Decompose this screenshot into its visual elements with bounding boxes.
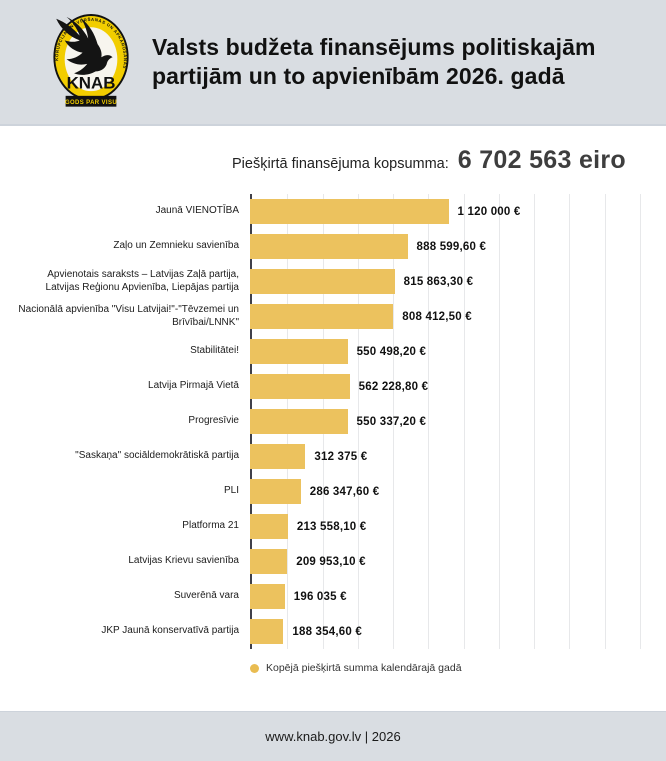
row-plot: 888 599,60 € [250,229,640,264]
gridline [393,194,395,649]
chart-row: Stabilitātei! 550 498,20 € [18,334,640,369]
bar-chart: Jaunā VIENOTĪBA 1 120 000 € Zaļo un Zemnie… [18,194,641,649]
logo-motto: GODS PAR VISU [65,100,117,106]
knab-logo: KORUPCIJAS NOVĒRŠANAS UN APKAROŠANAS BIR… [44,12,129,107]
chart-row: Latvija Pirmajā Vietā 562 228,80 € [18,369,640,404]
gridline [604,194,606,649]
category-label: Platforma 21 [182,520,239,532]
gridline [569,194,571,649]
value-label: 888 599,60 € [416,240,487,253]
summary-label: Piešķirtā finansējuma kopsumma: [231,156,449,172]
category-label: Nacionālā apvienība "Visu Latvijai!"-"Tē… [18,304,239,328]
row-plot: 188 354,60 € [250,614,640,649]
value-label: 213 558,10 € [296,520,367,533]
row-plot: 562 228,80 € [250,369,640,404]
category-label: Progresīvie [188,415,239,427]
logo-banner [65,95,117,107]
logo-org-text: KNAB [67,73,116,92]
row-plot: 1 120 000 € [250,194,640,229]
category-label: JKP Jaunā konservatīvā partija [101,625,239,637]
chart-row: Apvienotais saraksts – Latvijas Zaļā par… [18,264,640,299]
chart-rows: Jaunā VIENOTĪBA 1 120 000 € Zaļo un Zemnie… [18,194,640,649]
value-label: 312 375 € [314,450,368,463]
chart-row: Latvijas Krievu savienība 209 953,10 € [18,544,640,579]
bar [250,199,449,224]
chart-row: Platforma 21 213 558,10 € [18,509,640,544]
row-plot: 209 953,10 € [250,544,640,579]
category-label: Jaunā VIENOTĪBA [155,205,239,217]
gridline [428,194,430,649]
bar [250,514,288,539]
bar [250,339,348,364]
value-label: 550 498,20 € [356,345,427,358]
row-plot: 213 558,10 € [250,509,640,544]
bar [250,234,408,259]
legend-label: Kopējā piešķirtā summa kalendārajā gadā [266,662,462,674]
header: KORUPCIJAS NOVĒRŠANAS UN APKAROŠANAS BIR… [0,0,666,126]
category-label: Latvija Pirmajā Vietā [148,380,239,392]
value-label: 1 120 000 € [457,205,521,218]
row-plot: 808 412,50 € [250,299,640,334]
gridline [498,194,500,649]
bar [250,479,301,504]
gridline [463,194,465,649]
category-label: Zaļo un Zemnieku savienība [113,240,239,252]
bar [250,584,285,609]
row-plot: 815 863,30 € [250,264,640,299]
bar [250,549,288,574]
row-plot: 550 498,20 € [250,334,640,369]
chart-row: "Saskaņa" sociāldemokrātiskā partija 312 … [18,439,640,474]
category-label: Apvienotais saraksts – Latvijas Zaļā par… [45,269,239,293]
category-label: Stabilitātei! [190,345,239,357]
gridline [357,194,359,649]
value-label: 209 953,10 € [296,555,366,568]
summary-row: Piešķirtā finansējuma kopsumma: 6 702 56… [0,126,666,175]
chart-row: Progresīvie 550 337,20 € [18,404,640,439]
bar [250,444,306,469]
bar [250,409,348,434]
chart-row: JKP Jaunā konservatīvā partija 188 354,60… [18,614,640,649]
category-label: Suverēnā vara [173,590,239,602]
value-label: 550 337,20 € [356,415,427,428]
eagle-icon [56,16,113,75]
bar [250,269,395,294]
category-label: Latvijas Krievu savienība [128,555,239,567]
chart-row: Nacionālā apvienība "Visu Latvijai!"-"Tē… [18,299,640,334]
bar [250,619,284,644]
row-plot: 196 035 € [250,579,640,614]
value-label: 562 228,80 € [358,380,429,393]
row-plot: 550 337,20 € [250,404,640,439]
bar [250,304,394,329]
category-label: PLI [223,485,239,497]
chart-row: PLI 286 347,60 € [18,474,640,509]
gridline [534,194,536,649]
value-label: 286 347,60 € [309,485,380,498]
category-label: "Saskaņa" sociāldemokrātiskā partija [75,450,239,462]
chart-row: Suverēnā vara 196 035 € [18,579,640,614]
legend: Kopējā piešķirtā summa kalendārajā gadā [250,662,666,674]
value-label: 808 412,50 € [402,310,472,323]
gridline [640,194,641,649]
page-title: Valsts budžeta finansējums politiskajām … [152,33,596,89]
footer-text: www.knab.gov.lv | 2026 [265,729,401,744]
footer: www.knab.gov.lv | 2026 [0,711,666,761]
legend-dot-icon [250,663,259,673]
row-plot: 312 375 € [250,439,640,474]
chart-row: Zaļo un Zemnieku savienība 888 599,60 € [18,229,640,264]
bar [250,374,350,399]
summary-value: 6 702 563 eiro [457,146,626,174]
value-label: 196 035 € [293,590,347,603]
value-label: 815 863,30 € [403,275,474,288]
chart-row: Jaunā VIENOTĪBA 1 120 000 € [18,194,640,229]
value-label: 188 354,60 € [292,625,362,638]
row-plot: 286 347,60 € [250,474,640,509]
